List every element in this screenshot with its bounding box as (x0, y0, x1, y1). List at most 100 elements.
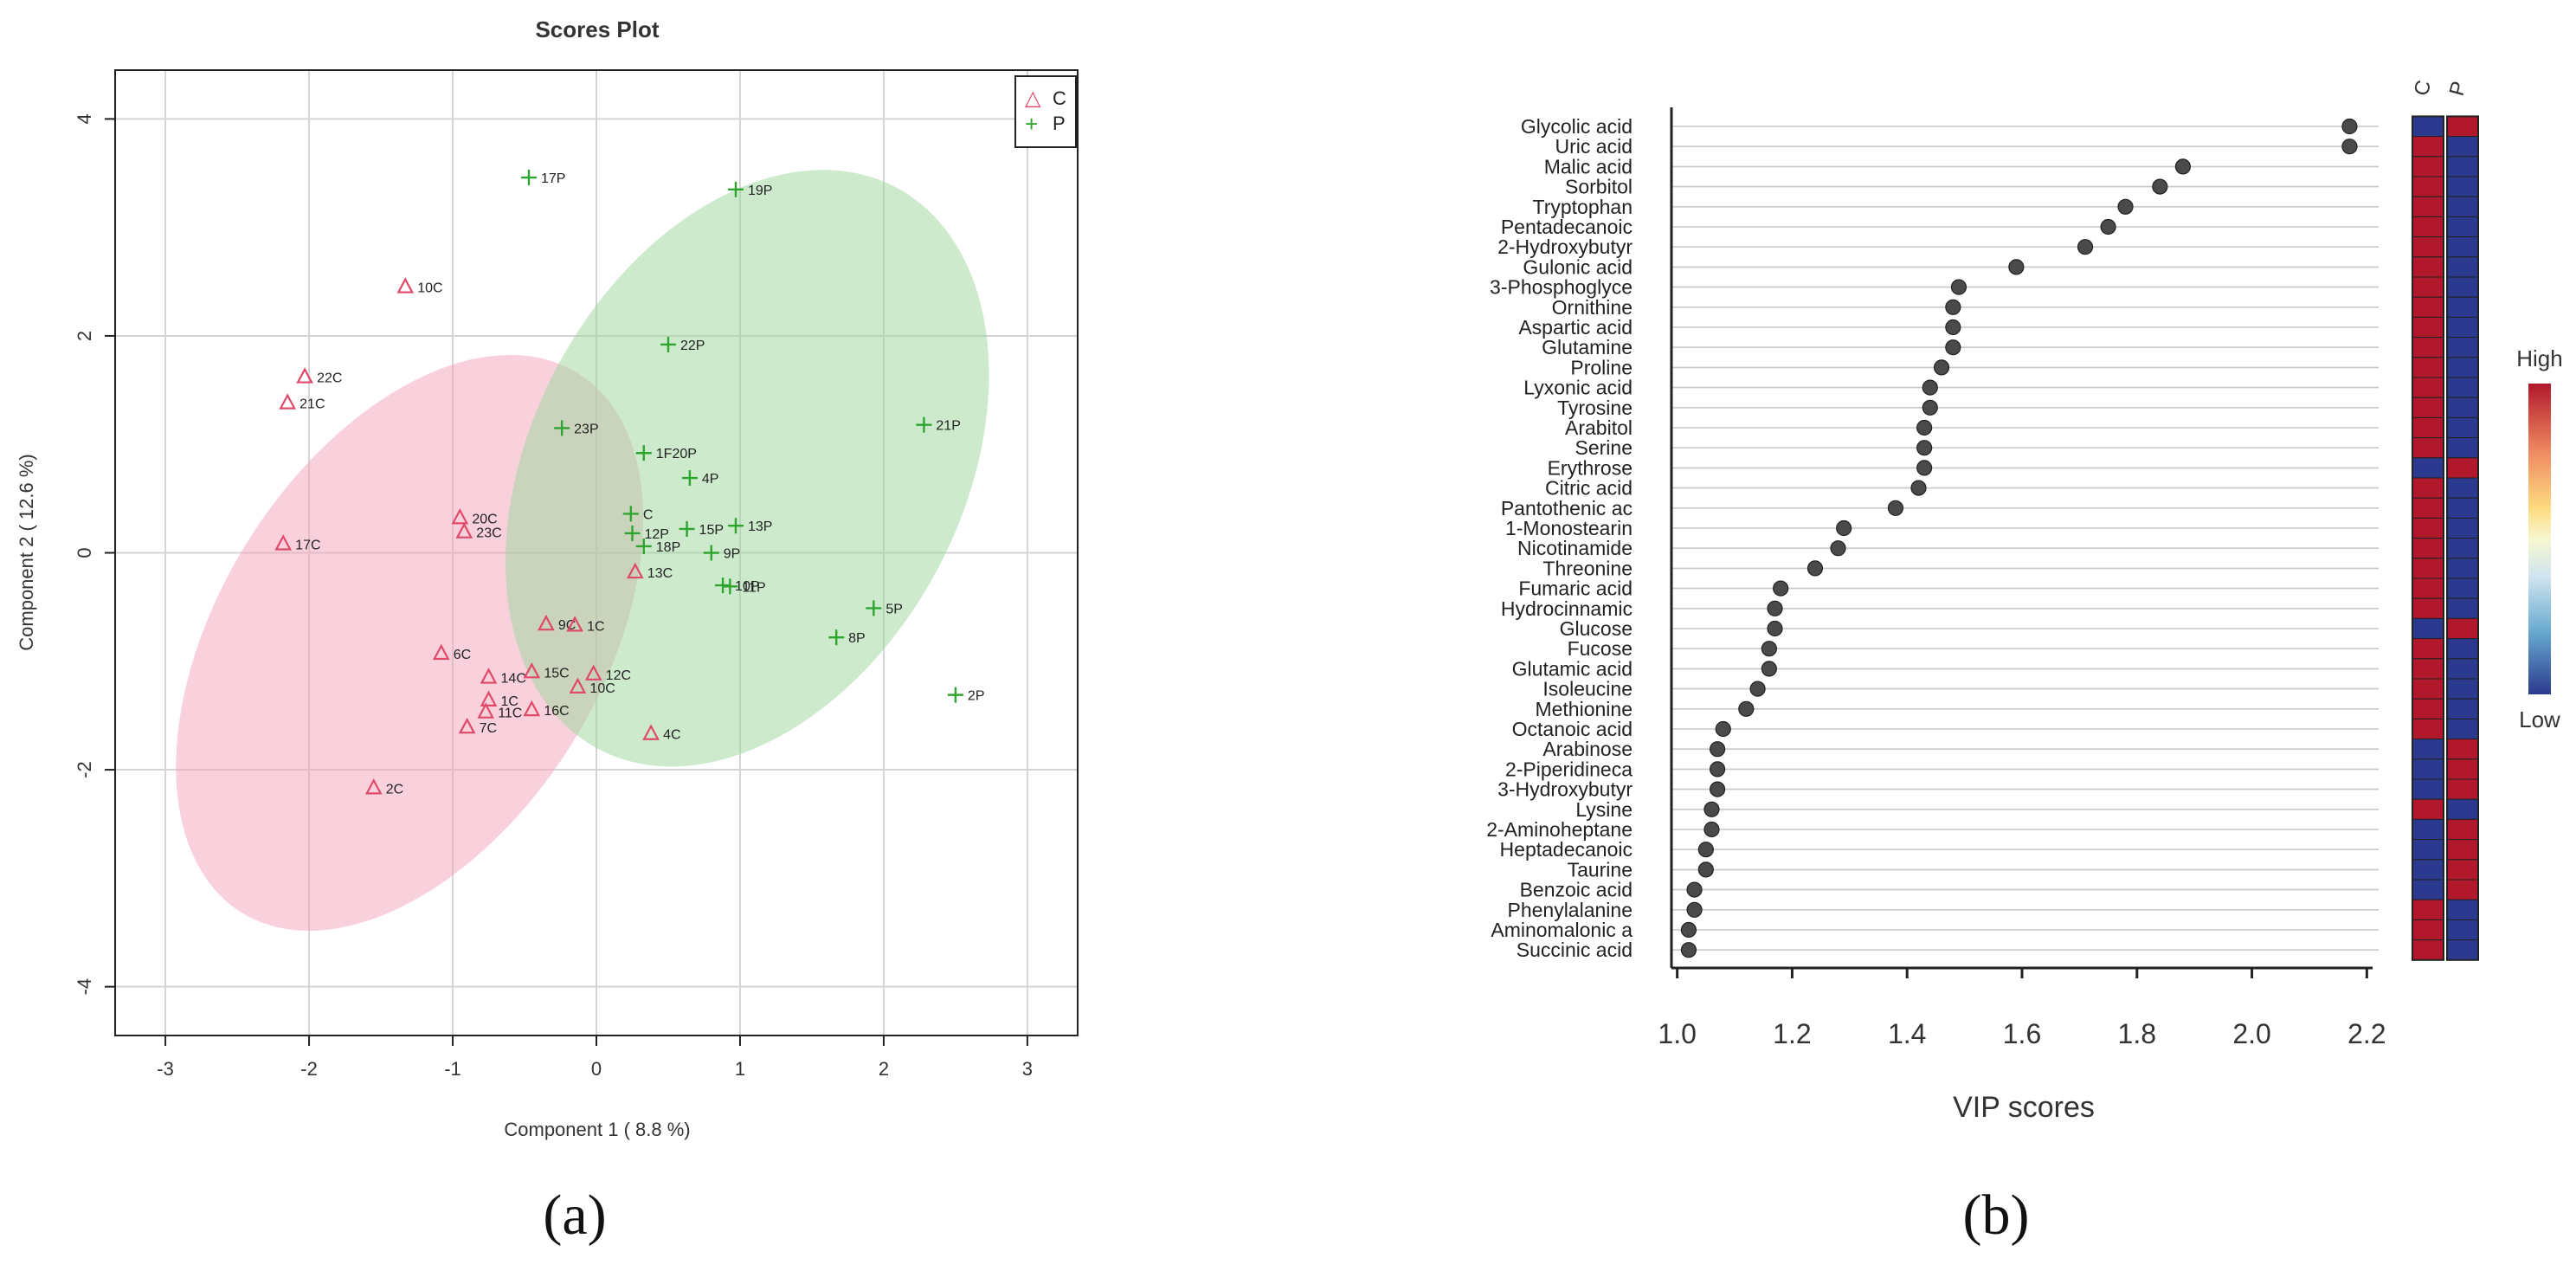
point-label: 6C (454, 648, 471, 662)
point-label: 10C (417, 281, 442, 296)
point-label: 1C (587, 619, 604, 634)
heatmap-cell-c (2412, 256, 2444, 278)
point-label: 7C (480, 721, 497, 736)
ellipse-p (505, 170, 989, 767)
vip-feature-label: 3-Hydroxybutyr (1497, 778, 1633, 801)
vip-point (1738, 700, 1755, 717)
legend-box (1014, 75, 1077, 148)
heatmap-cell-c (2412, 718, 2444, 740)
heatmap-cell-p (2446, 176, 2479, 197)
vip-feature-label: Citric acid (1545, 477, 1633, 500)
heatmap-cell-p (2446, 798, 2479, 820)
point-marker-p (828, 629, 845, 646)
heatmap-cell-c (2412, 416, 2444, 439)
heatmap-cell-c (2412, 859, 2444, 881)
vip-point (1922, 379, 1938, 396)
vip-point (1761, 661, 1777, 677)
vip-point (1767, 600, 1783, 616)
heatmap-cell-c (2412, 739, 2444, 760)
point-marker-p (635, 445, 652, 461)
heatmap-cell-c (2412, 919, 2444, 941)
colorbar-high-label: High (2516, 345, 2562, 371)
vip-feature-label: Uric acid (1555, 135, 1633, 158)
panel-label-b: (b) (1963, 1184, 2030, 1247)
point-marker-c (296, 367, 313, 384)
point-label: 2C (386, 782, 403, 797)
point-marker-p (635, 538, 652, 554)
point-marker-c (569, 677, 587, 694)
heatmap-cell-p (2446, 497, 2479, 519)
vip-feature-label: Serine (1575, 436, 1633, 459)
heatmap-cell-p (2446, 316, 2479, 339)
vip-feature-label: Glucose (1560, 617, 1633, 640)
vip-feature-label: Methionine (1535, 698, 1633, 720)
point-marker-c (480, 690, 498, 706)
vip-feature-label: Arabitol (1565, 416, 1633, 439)
heatmap-cell-p (2446, 818, 2479, 841)
vip-x-tick-label: 1.6 (2003, 1018, 2041, 1049)
vip-x-tick-label: 2.0 (2232, 1018, 2270, 1049)
point-marker-c (274, 534, 293, 551)
heatmap-cell-p (2446, 156, 2479, 177)
scores-plot-panel: Scores Plot -3 -2 -1 0 1 2 3 -4 -2 0 2 4 10C 22C 21C 1… (16, 16, 1079, 1140)
heatmap-col-label-c: C (2410, 78, 2437, 99)
scores-x-tick-label: 1 (735, 1058, 745, 1080)
scores-x-tick-label: 2 (879, 1058, 889, 1080)
point-marker-p (624, 525, 641, 541)
point-label: 13C (647, 566, 673, 581)
point-label: 18P (656, 540, 680, 555)
point-marker-c (523, 661, 541, 679)
heatmap-cell-p (2446, 136, 2479, 158)
point-marker-p (554, 420, 570, 436)
point-marker-p (715, 577, 731, 594)
point-marker-c (584, 664, 602, 681)
point-marker-p (660, 336, 676, 352)
heatmap-cell-p (2446, 919, 2479, 941)
point-marker-c (364, 778, 383, 795)
scores-y-tick-label: 0 (74, 547, 95, 558)
scores-y-axis-label: Component 2 ( 12.6 %) (16, 454, 37, 650)
vip-feature-label: Aspartic acid (1518, 316, 1633, 339)
colorbar-low-label: Low (2519, 706, 2560, 732)
scores-y-tick-label: 4 (74, 113, 95, 124)
vip-point (2077, 239, 2094, 255)
heatmap-cell-c (2412, 879, 2444, 900)
vip-feature-label: Proline (1570, 356, 1633, 378)
colorbar-gradient (2528, 384, 2551, 694)
scores-x-tick-label: 3 (1022, 1058, 1033, 1080)
point-label: 10C (589, 681, 615, 696)
vip-heatmap (2412, 115, 2479, 961)
vip-feature-label: Sorbitol (1565, 176, 1633, 198)
vip-point (1806, 560, 1824, 577)
legend-marker-c: △ (1025, 87, 1041, 110)
heatmap-cell-p (2446, 416, 2479, 439)
heatmap-cell-c (2412, 196, 2444, 217)
heatmap-cell-c (2412, 276, 2444, 298)
point-label: 11P (742, 580, 765, 595)
heatmap-cell-p (2446, 377, 2479, 398)
heatmap-cell-c (2412, 658, 2444, 680)
vip-point (2341, 118, 2358, 135)
vip-feature-label: Fumaric acid (1518, 577, 1633, 600)
point-marker-p (866, 600, 882, 616)
heatmap-cell-c (2412, 798, 2444, 820)
vip-point (1916, 419, 1933, 436)
vip-point (2341, 139, 2358, 155)
vip-feature-label: Nicotinamide (1517, 537, 1633, 559)
heatmap-cell-c (2412, 316, 2444, 339)
scores-legend: △ C + P (1014, 75, 1077, 148)
vip-feature-label: Erythrose (1548, 456, 1633, 479)
heatmap-cell-p (2446, 477, 2479, 499)
vip-point (2100, 218, 2116, 235)
heatmap-cell-p (2446, 517, 2479, 539)
heatmap-cell-c (2412, 377, 2444, 398)
heatmap-cell-p (2446, 859, 2479, 881)
heatmap-cell-c (2412, 236, 2444, 258)
heatmap-cell-p (2446, 457, 2479, 479)
heatmap-cell-c (2412, 216, 2444, 238)
point-marker-p (679, 520, 695, 537)
vip-point (1945, 319, 1961, 336)
heatmap-column-frame-c (2412, 115, 2444, 961)
point-marker-p (703, 545, 719, 561)
